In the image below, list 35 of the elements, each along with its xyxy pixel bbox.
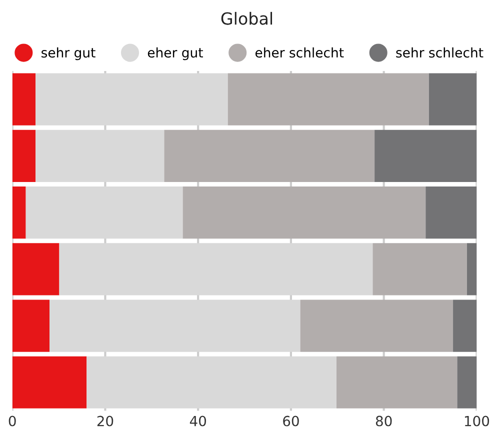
bar bbox=[466, 243, 477, 296]
bar bbox=[36, 130, 164, 182]
bar bbox=[12, 300, 50, 352]
legend-label: sehr gut bbox=[42, 47, 96, 60]
legend-label: eher schlecht bbox=[255, 47, 344, 58]
bar bbox=[164, 130, 375, 182]
bar bbox=[50, 300, 300, 352]
bar bbox=[374, 130, 477, 182]
bar bbox=[12, 73, 36, 126]
bar bbox=[12, 243, 60, 296]
bar bbox=[26, 186, 183, 239]
bar bbox=[86, 356, 336, 408]
bar bbox=[12, 130, 36, 182]
x-tick-label: 20 bbox=[97, 416, 114, 426]
bar bbox=[228, 73, 429, 126]
x-tick-label: 60 bbox=[283, 416, 299, 426]
bar bbox=[457, 356, 477, 408]
bar bbox=[428, 73, 477, 126]
x-tick-label: 0 bbox=[8, 416, 16, 426]
chart-title: Global bbox=[221, 12, 272, 25]
legend-label: eher gut bbox=[148, 47, 203, 60]
x-tick-label: 100 bbox=[464, 416, 490, 426]
bar bbox=[36, 73, 228, 126]
x-tick-label: 80 bbox=[376, 416, 392, 426]
bar bbox=[12, 186, 26, 239]
x-tick-label: 40 bbox=[190, 416, 206, 426]
bar bbox=[453, 300, 477, 352]
bar bbox=[12, 356, 87, 408]
bar bbox=[372, 243, 467, 296]
legend-label: sehr schlecht bbox=[396, 47, 484, 58]
bar bbox=[300, 300, 454, 352]
bar bbox=[59, 243, 373, 296]
bar bbox=[182, 186, 426, 239]
bar bbox=[336, 356, 458, 408]
bar bbox=[426, 186, 477, 239]
